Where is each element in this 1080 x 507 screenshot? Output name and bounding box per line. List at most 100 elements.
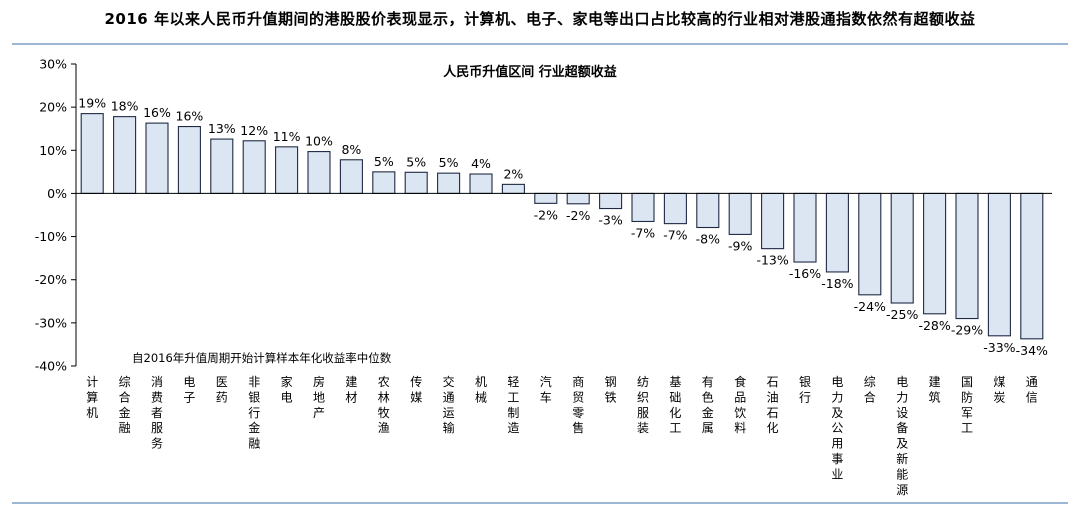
bar-value-label: 4% <box>471 156 491 171</box>
bar-value-label: -7% <box>631 225 655 240</box>
bar <box>793 192 817 263</box>
x-category-label: 基础化工 <box>669 375 681 435</box>
x-category-label: 钢铁 <box>605 375 617 404</box>
bar <box>728 192 752 235</box>
x-category-label: 房地产 <box>313 374 325 420</box>
x-category-label: 计算机 <box>86 375 98 420</box>
bar <box>825 192 849 273</box>
bar <box>177 126 201 194</box>
bar <box>761 192 785 250</box>
x-category-label: 机械 <box>475 375 487 404</box>
bar <box>437 172 461 194</box>
x-category-label: 国防军工 <box>961 375 973 435</box>
bar <box>275 146 299 194</box>
bar <box>113 116 137 194</box>
x-category-label: 消费者服务 <box>151 375 163 451</box>
x-category-label: 综合金融 <box>119 375 131 435</box>
x-category-label: 电子 <box>183 375 195 404</box>
x-category-label: 传媒 <box>410 374 422 404</box>
x-category-label: 纺织服装 <box>637 375 649 435</box>
bar-value-label: 8% <box>341 142 361 157</box>
x-category-label: 交通运输 <box>443 374 455 435</box>
x-category-label: 食品饮料 <box>734 374 746 435</box>
bar <box>534 192 558 204</box>
x-category-label: 医药 <box>216 375 228 404</box>
bottom-divider <box>12 502 1068 504</box>
bar-value-label: -16% <box>789 266 821 281</box>
bar <box>955 192 979 320</box>
bar <box>339 159 363 194</box>
bar-value-label: -28% <box>918 318 950 333</box>
bar-value-label: -13% <box>756 253 788 268</box>
y-tick-label: -40% <box>35 359 67 374</box>
bar <box>80 113 104 194</box>
chart-title: 人民币升值区间 行业超额收益 <box>443 64 617 80</box>
bar <box>469 173 493 194</box>
bar-value-label: -33% <box>983 340 1015 355</box>
bar-value-label: 10% <box>305 134 333 149</box>
bar-value-label: -24% <box>854 299 886 314</box>
x-category-label: 汽车 <box>540 374 552 404</box>
bar-series: 19% 18% 16% 16%13% 12% 11% 10%8%5% 5% 5% 4%2%-2% -… <box>78 96 1048 358</box>
bar <box>631 192 655 223</box>
x-category-label: 银行 <box>799 375 811 404</box>
bar <box>663 192 687 225</box>
bar <box>923 192 947 315</box>
bar <box>858 192 882 296</box>
bar <box>501 183 525 194</box>
y-tick-label: -30% <box>35 315 67 330</box>
bar <box>890 192 914 304</box>
bar-value-label: -2% <box>566 208 590 223</box>
x-category-label: 轻工制造 <box>507 375 519 435</box>
x-category-label: 电力设备及新能源 <box>896 375 908 497</box>
bar-value-label: -7% <box>663 228 687 243</box>
bar-value-label: 18% <box>111 99 139 114</box>
x-category-label: 非银行金融 <box>248 375 260 451</box>
bar-value-label: -34% <box>1016 343 1048 358</box>
y-tick-label: 0% <box>47 186 67 201</box>
y-axis: 30% 20% 10% 0% -10% -20% -30% -40% <box>35 57 77 374</box>
bar-value-label: -9% <box>728 238 752 253</box>
bar-value-label: 19% <box>78 96 106 111</box>
bar-value-label: 16% <box>176 109 204 124</box>
bar-value-label: 12% <box>240 123 268 138</box>
bar-value-label: -18% <box>821 276 853 291</box>
bar-value-label: -29% <box>951 323 983 338</box>
bar-value-label: -2% <box>534 207 558 222</box>
x-category-label: 煤炭 <box>993 375 1005 404</box>
bar <box>566 192 590 205</box>
top-divider <box>12 43 1068 45</box>
bar-value-label: 5% <box>406 154 426 169</box>
x-category-label: 石油石化 <box>767 375 779 435</box>
x-category-label: 有色金属 <box>702 375 714 435</box>
x-category-label: 综合 <box>864 375 876 404</box>
bar <box>404 171 428 194</box>
y-tick-label: 30% <box>39 57 67 72</box>
y-tick-label: 10% <box>39 143 67 158</box>
bar-value-label: 13% <box>208 121 236 136</box>
bar <box>987 192 1011 337</box>
x-category-label: 家电 <box>281 374 293 404</box>
bar-value-label: -25% <box>886 307 918 322</box>
y-tick-label: -10% <box>35 229 67 244</box>
x-category-label: 商贸零售 <box>572 374 584 435</box>
bar-value-label: -8% <box>696 232 720 247</box>
y-tick-label: -20% <box>35 272 67 287</box>
bar <box>145 122 169 194</box>
bar <box>242 140 266 194</box>
bar-value-label: 16% <box>143 105 171 120</box>
bar-value-label: 2% <box>503 166 523 181</box>
bar-value-label: 5% <box>439 155 459 170</box>
bar-value-label: -3% <box>598 213 622 228</box>
bar <box>210 138 234 194</box>
bar <box>1020 192 1044 340</box>
bar-value-label: 11% <box>273 129 301 144</box>
x-category-label: 农林牧渔 <box>378 375 390 435</box>
chart-annotation: 自2016年升值周期开始计算样本年化收益率中位数 <box>132 351 392 365</box>
bar <box>599 192 623 210</box>
bar <box>307 151 331 194</box>
bar <box>696 192 720 229</box>
bar <box>372 171 396 194</box>
